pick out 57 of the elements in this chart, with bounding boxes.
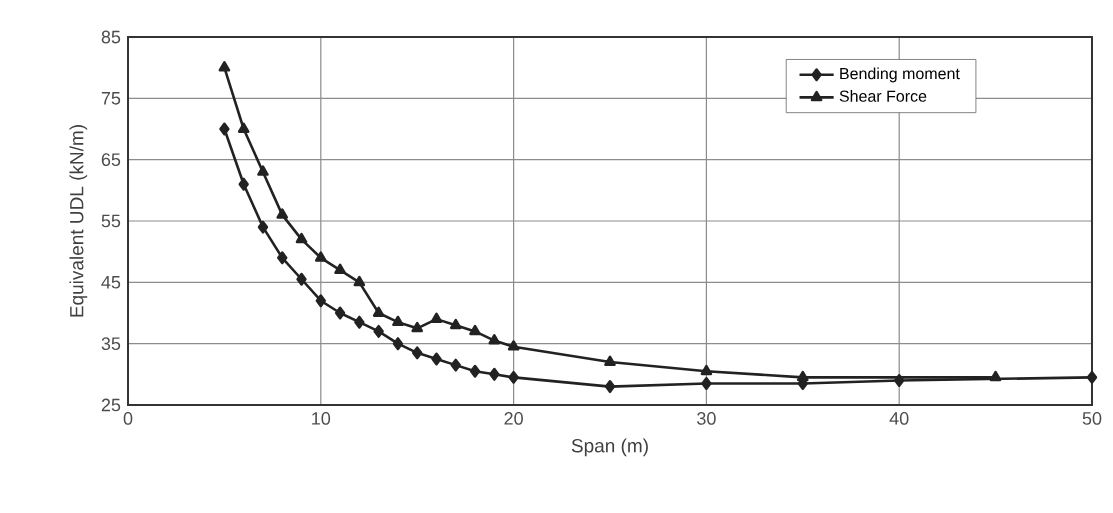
y-tick-label: 25 (101, 398, 121, 412)
point (315, 294, 326, 308)
y-tick-label: 55 (101, 214, 121, 228)
point (1086, 370, 1098, 384)
point (489, 367, 500, 381)
point (315, 251, 327, 262)
point (372, 306, 385, 317)
x-tick-label: 50 (1082, 412, 1102, 425)
y-axis-title: Equivalent UDL (kN/m) (69, 125, 88, 317)
y-tick-label: 75 (101, 92, 121, 105)
point (392, 315, 404, 327)
point (431, 352, 442, 366)
point (488, 334, 501, 345)
point (257, 220, 269, 234)
point (257, 165, 269, 176)
point (353, 275, 366, 287)
point (604, 380, 616, 394)
point (469, 364, 481, 378)
legend-label: Shear Force (839, 90, 927, 102)
point (276, 208, 289, 219)
point (469, 324, 481, 336)
point (893, 373, 905, 387)
y-tick-label: 85 (101, 30, 121, 44)
point (450, 358, 461, 372)
point (354, 315, 365, 329)
point (277, 251, 288, 265)
x-tick-label: 10 (312, 412, 331, 425)
point (392, 337, 404, 351)
y-tick-label: 45 (101, 276, 121, 289)
y-tick-label: 65 (101, 153, 121, 167)
x-tick-label: 40 (889, 412, 909, 425)
x-axis-title: Span (m) (571, 438, 648, 457)
x-tick-label: 0 (123, 412, 133, 425)
point (507, 340, 520, 351)
y-tick-label: 35 (101, 337, 121, 351)
point (989, 370, 1002, 382)
point (218, 61, 231, 72)
point (295, 232, 308, 244)
point (334, 306, 346, 320)
x-tick-label: 20 (504, 412, 523, 425)
point (412, 346, 423, 360)
point (700, 364, 713, 376)
point (604, 355, 616, 366)
point (219, 122, 230, 136)
point (411, 321, 423, 333)
point (701, 377, 712, 391)
point (334, 263, 346, 274)
point (449, 318, 462, 330)
point (238, 177, 249, 191)
x-tick-label: 30 (697, 412, 716, 425)
point (508, 370, 519, 384)
point (430, 312, 443, 324)
legend-label: Bending moment (840, 67, 960, 83)
point (237, 122, 250, 133)
point (373, 324, 384, 338)
point (796, 370, 809, 382)
point (296, 272, 307, 286)
